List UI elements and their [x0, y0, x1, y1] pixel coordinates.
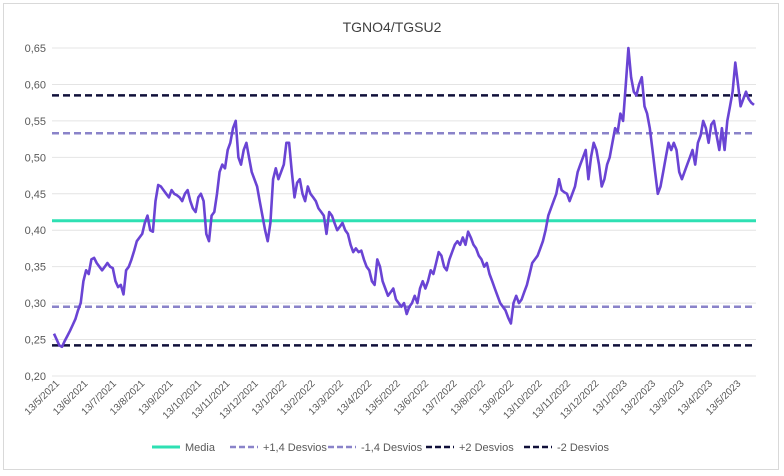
legend-item: -1,4 Desvios	[328, 442, 423, 454]
legend-label: +1,4 Desvios	[263, 442, 327, 454]
chart-title: TGNO4/TGSU2	[343, 19, 442, 35]
legend-label: -2 Desvios	[557, 442, 609, 454]
y-tick-label: 0,60	[25, 79, 46, 91]
legend-label: -1,4 Desvios	[361, 442, 423, 454]
chart-svg: TGNO4/TGSU2 0,20 0,25 0,30 0,35 0,40 0,45 0,50…	[23, 19, 756, 454]
series-line	[52, 46, 755, 349]
legend-item: +2 Desvios	[426, 442, 514, 454]
chart-frame: TGNO4/TGSU2 0,20 0,25 0,30 0,35 0,40 0,45 0,50…	[3, 3, 779, 470]
y-tick-label: 0,40	[25, 225, 46, 237]
y-tick-label: 0,65	[25, 43, 46, 55]
y-tick-label: 0,55	[25, 116, 46, 128]
y-tick-label: 0,45	[25, 189, 46, 201]
y-tick-label: 0,20	[25, 371, 46, 383]
legend-label: +2 Desvios	[459, 442, 514, 454]
y-tick-label: 0,50	[25, 152, 46, 164]
legend-item: +1,4 Desvios	[230, 442, 327, 454]
y-tick-label: 0,30	[25, 298, 46, 310]
legend-label: Media	[185, 442, 216, 454]
y-tick-label: 0,25	[25, 335, 46, 347]
y-tick-label: 0,35	[25, 262, 46, 274]
legend-item: -2 Desvios	[524, 442, 609, 454]
legend-item: Media	[152, 442, 216, 454]
